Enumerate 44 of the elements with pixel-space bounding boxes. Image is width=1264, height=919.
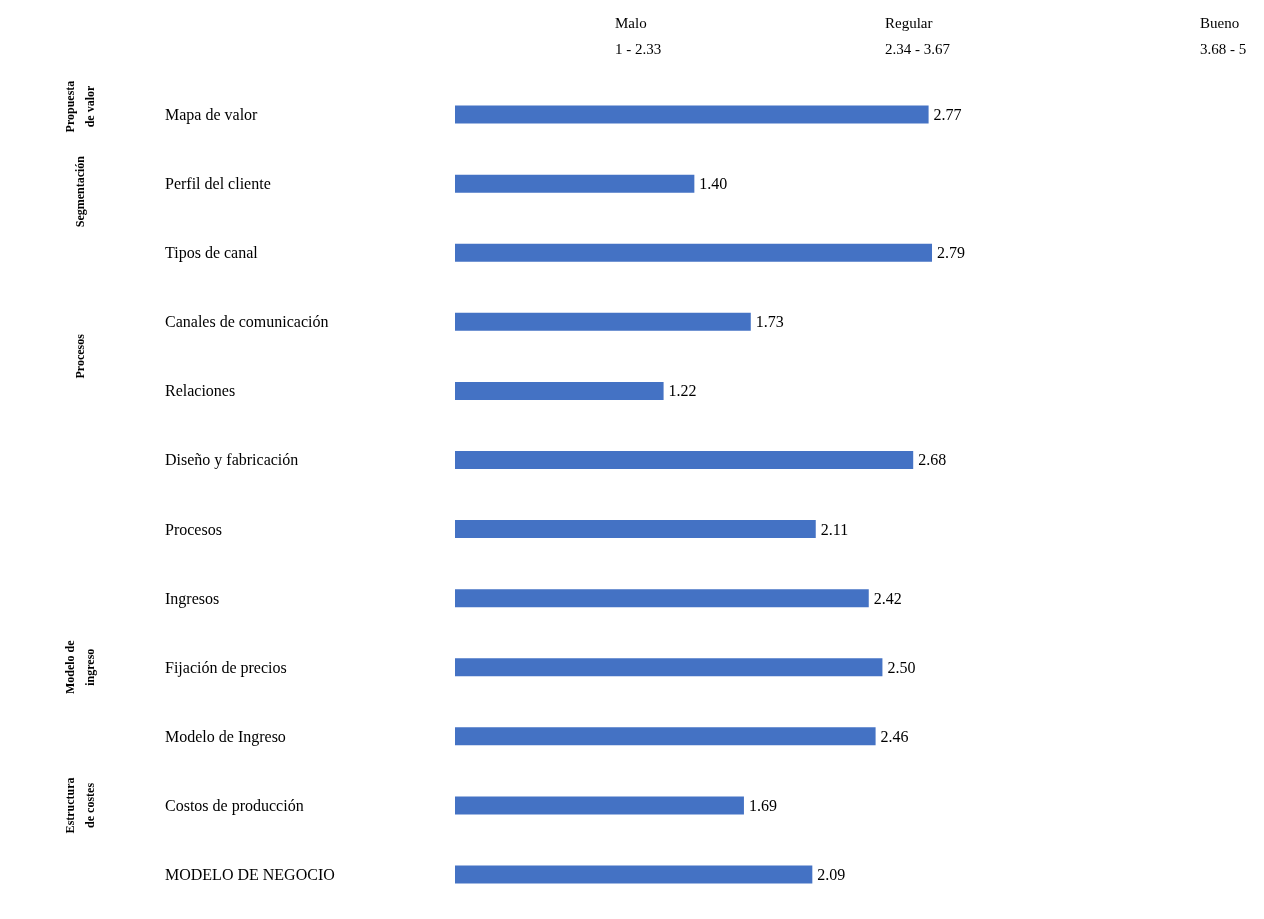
data-label: 2.68 (918, 451, 947, 469)
text: Regular 2.34 - 3.67 (885, 15, 951, 57)
data-label: 2.42 (873, 589, 902, 607)
bar (455, 658, 883, 677)
text: Modelo de ingreso (63, 639, 97, 695)
y-tick-label: Perfil del cliente (165, 175, 271, 193)
y-tick-label: Canales de comunicación (165, 313, 329, 331)
data-label: 1.73 (755, 313, 784, 331)
data-label: 2.79 (937, 244, 966, 262)
text: Procesos (73, 333, 87, 379)
bar (455, 865, 813, 884)
text: Propuesta de valor (63, 80, 97, 133)
data-label: 2.11 (820, 520, 849, 538)
bar (455, 450, 914, 469)
data-label: 1.22 (668, 382, 697, 400)
data-label: 2.77 (933, 106, 962, 124)
y-tick-label: Costos de producción (165, 796, 304, 815)
bar (455, 589, 869, 608)
y-tick-label: Tipos de canal (165, 244, 259, 263)
bar (455, 243, 933, 262)
y-tick-label: Modelo de Ingreso (165, 727, 286, 746)
y-tick-label: Relaciones (165, 382, 236, 400)
bar (455, 312, 751, 331)
y-tick-label: Procesos (165, 520, 222, 538)
text: Bueno 3.68 - 5 (1200, 15, 1247, 57)
bar (455, 381, 664, 400)
data-label: 2.46 (880, 727, 909, 745)
bar (455, 174, 695, 193)
data-label: 1.40 (699, 175, 728, 193)
y-tick-label: Diseño y fabricación (165, 451, 299, 470)
y-tick-label: Fijación de precios (165, 658, 287, 677)
bar (455, 796, 744, 815)
data-label: 1.69 (748, 796, 777, 814)
data-label: 2.09 (817, 865, 846, 883)
bar (455, 105, 929, 124)
y-tick-label: MODELO DE NEGOCIO (165, 865, 335, 883)
y-tick-label: Mapa de valor (165, 106, 259, 125)
text: Estructura de costes (63, 777, 97, 834)
bar (455, 520, 816, 539)
bar (455, 727, 876, 746)
text: Malo 1 - 2.33 (615, 15, 662, 57)
text: Segmentación (73, 155, 87, 228)
data-label: 2.50 (887, 658, 916, 676)
y-tick-label: Ingresos (165, 589, 220, 608)
